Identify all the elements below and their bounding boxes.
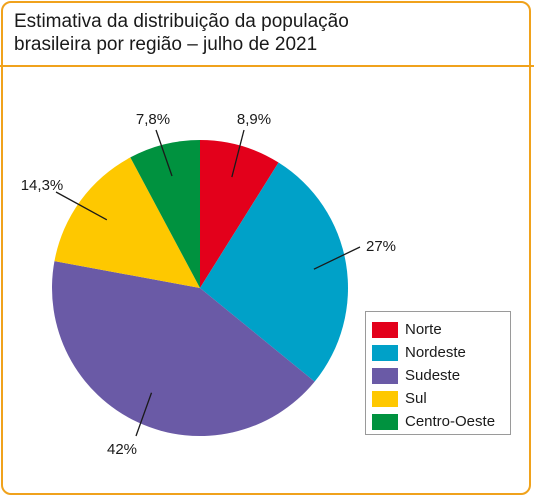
chart-title: Estimativa da distribuição da população … xyxy=(14,10,514,56)
legend-swatch xyxy=(372,367,398,384)
pie-slice-norte xyxy=(200,140,279,288)
legend-item-centro-oeste: Centro-Oeste xyxy=(372,410,510,433)
leader-line-norte xyxy=(231,129,245,178)
data-label-centro-oeste: 7,8% xyxy=(136,111,170,128)
pie-slice-nordeste xyxy=(200,162,348,382)
legend-swatch xyxy=(372,321,398,338)
title-divider xyxy=(0,65,534,67)
legend-item-nordeste: Nordeste xyxy=(372,341,510,364)
pie-slices xyxy=(51,140,348,437)
legend-item-norte: Norte xyxy=(372,318,510,341)
title-line-1: Estimativa da distribuição da população xyxy=(14,11,349,32)
legend-item-sul: Sul xyxy=(372,387,510,410)
leader-line-sudeste xyxy=(135,392,153,437)
pie-data-labels: 8,9% 27% 42% 14,3% 7,8% xyxy=(21,111,396,458)
legend-item-sudeste: Sudeste xyxy=(372,364,510,387)
pie-slice-sudeste xyxy=(51,261,315,437)
data-label-sudeste: 42% xyxy=(107,441,137,458)
data-label-norte: 8,9% xyxy=(237,111,271,128)
legend-label: Nordeste xyxy=(405,344,466,361)
legend-label: Norte xyxy=(405,321,442,338)
chart-legend: Norte Nordeste Sudeste Sul Centro-Oeste xyxy=(365,311,511,435)
leader-line-centro-oeste xyxy=(155,129,173,177)
data-label-nordeste: 27% xyxy=(366,238,396,255)
pie-slice-sul xyxy=(54,157,201,288)
data-label-sul: 14,3% xyxy=(21,177,64,194)
legend-label: Sudeste xyxy=(405,367,461,384)
title-line-2: brasileira por região – julho de 2021 xyxy=(14,34,318,55)
leader-line-nordeste xyxy=(313,246,361,270)
pie-leader-lines xyxy=(55,129,361,437)
legend-swatch xyxy=(372,344,398,361)
legend-label: Sul xyxy=(405,390,427,407)
pie-slice-centro-oeste xyxy=(130,140,200,288)
legend-label: Centro-Oeste xyxy=(405,413,496,430)
legend-swatch xyxy=(372,413,398,430)
leader-line-sul xyxy=(55,191,108,221)
legend-swatch xyxy=(372,390,398,407)
